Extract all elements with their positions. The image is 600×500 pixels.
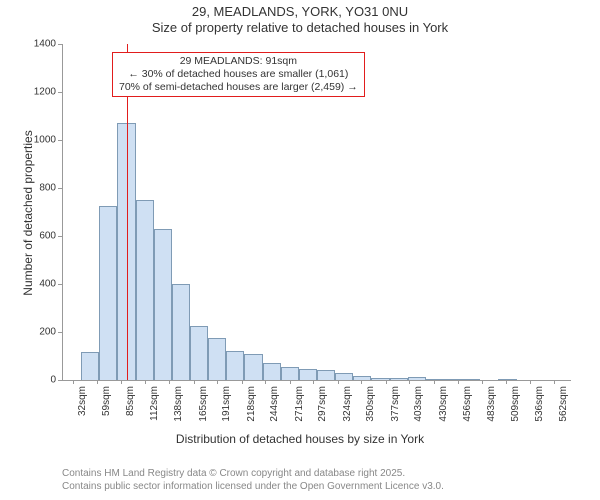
- x-axis-label: Distribution of detached houses by size …: [0, 432, 600, 446]
- xtick-mark: [265, 380, 266, 384]
- xtick-label: 32sqm: [77, 386, 88, 416]
- ytick-mark: [58, 44, 62, 45]
- annotation-line: 29 MEADLANDS: 91sqm: [119, 55, 358, 68]
- ytick-label: 800: [0, 183, 56, 194]
- histogram-bar: [353, 376, 371, 380]
- xtick-mark: [554, 380, 555, 384]
- xtick-label: 403sqm: [413, 386, 424, 422]
- ytick-label: 1000: [0, 135, 56, 146]
- annotation-box: 29 MEADLANDS: 91sqm← 30% of detached hou…: [112, 52, 365, 97]
- histogram-bar: [335, 373, 353, 380]
- xtick-label: 456sqm: [462, 386, 473, 422]
- histogram-bar: [226, 351, 244, 380]
- annotation-line: 70% of semi-detached houses are larger (…: [119, 81, 358, 94]
- histogram-bar: [244, 354, 262, 380]
- ytick-mark: [58, 140, 62, 141]
- xtick-mark: [482, 380, 483, 384]
- xtick-mark: [169, 380, 170, 384]
- footer-line-1: Contains HM Land Registry data © Crown c…: [62, 468, 444, 481]
- ytick-mark: [58, 236, 62, 237]
- xtick-mark: [313, 380, 314, 384]
- xtick-mark: [530, 380, 531, 384]
- histogram-bar: [444, 379, 462, 380]
- histogram-bar: [281, 367, 299, 380]
- xtick-label: 483sqm: [486, 386, 497, 422]
- footer-attribution: Contains HM Land Registry data © Crown c…: [62, 468, 444, 493]
- xtick-mark: [458, 380, 459, 384]
- xtick-mark: [97, 380, 98, 384]
- footer-line-2: Contains public sector information licen…: [62, 481, 444, 494]
- xtick-label: 377sqm: [390, 386, 401, 422]
- xtick-mark: [217, 380, 218, 384]
- histogram-bar: [99, 206, 117, 380]
- ytick-label: 200: [0, 327, 56, 338]
- ytick-mark: [58, 380, 62, 381]
- histogram-bar: [136, 200, 154, 380]
- xtick-mark: [194, 380, 195, 384]
- xtick-mark: [386, 380, 387, 384]
- histogram-bar: [299, 369, 317, 380]
- xtick-label: 430sqm: [438, 386, 449, 422]
- xtick-label: 562sqm: [558, 386, 569, 422]
- xtick-label: 85sqm: [125, 386, 136, 416]
- histogram-bar: [263, 363, 281, 380]
- histogram-bar: [190, 326, 208, 380]
- histogram-bar: [408, 377, 426, 380]
- annotation-line: ← 30% of detached houses are smaller (1,…: [119, 68, 358, 81]
- ytick-mark: [58, 92, 62, 93]
- xtick-label: 191sqm: [221, 386, 232, 422]
- histogram-bar: [81, 352, 99, 380]
- histogram-bar: [317, 370, 335, 380]
- ytick-mark: [58, 332, 62, 333]
- xtick-label: 244sqm: [269, 386, 280, 422]
- xtick-label: 59sqm: [101, 386, 112, 416]
- xtick-label: 509sqm: [510, 386, 521, 422]
- ytick-label: 1200: [0, 87, 56, 98]
- xtick-label: 271sqm: [294, 386, 305, 422]
- histogram-bar: [172, 284, 190, 380]
- ytick-label: 400: [0, 279, 56, 290]
- xtick-mark: [121, 380, 122, 384]
- xtick-mark: [434, 380, 435, 384]
- xtick-label: 324sqm: [342, 386, 353, 422]
- title-line-2: Size of property relative to detached ho…: [0, 20, 600, 36]
- histogram-bar: [498, 379, 516, 380]
- ytick-label: 1400: [0, 39, 56, 50]
- xtick-mark: [242, 380, 243, 384]
- xtick-label: 112sqm: [149, 386, 160, 421]
- ytick-label: 600: [0, 231, 56, 242]
- xtick-mark: [506, 380, 507, 384]
- histogram-bar: [462, 379, 480, 380]
- xtick-label: 138sqm: [173, 386, 184, 422]
- xtick-mark: [145, 380, 146, 384]
- xtick-label: 297sqm: [317, 386, 328, 422]
- xtick-mark: [409, 380, 410, 384]
- histogram-bar: [154, 229, 172, 380]
- xtick-mark: [361, 380, 362, 384]
- xtick-mark: [73, 380, 74, 384]
- histogram-bar: [390, 378, 408, 380]
- ytick-mark: [58, 284, 62, 285]
- xtick-mark: [290, 380, 291, 384]
- ytick-mark: [58, 188, 62, 189]
- histogram-bar: [208, 338, 226, 380]
- title-line-1: 29, MEADLANDS, YORK, YO31 0NU: [0, 0, 600, 20]
- xtick-mark: [338, 380, 339, 384]
- ytick-label: 0: [0, 375, 56, 386]
- xtick-label: 536sqm: [534, 386, 545, 422]
- xtick-label: 218sqm: [246, 386, 257, 422]
- xtick-label: 350sqm: [365, 386, 376, 422]
- xtick-label: 165sqm: [198, 386, 209, 422]
